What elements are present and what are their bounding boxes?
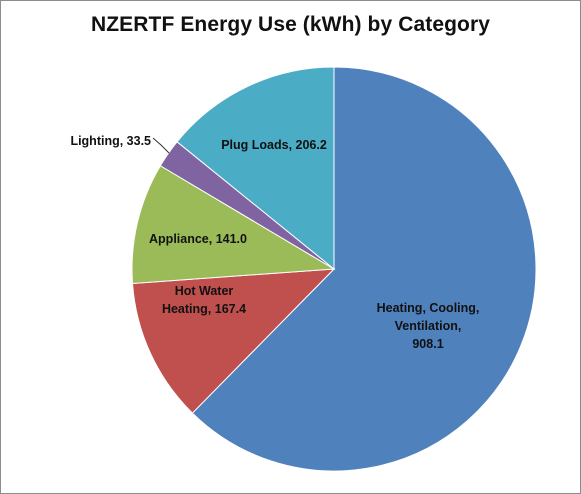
data-label-plug-loads: Plug Loads, 206.2 — [221, 138, 327, 152]
pie-slice-hot-water-heating — [131, 268, 336, 414]
pie-slice-appliance — [131, 165, 336, 285]
chart-title: NZERTF Energy Use (kWh) by Category — [90, 13, 491, 36]
data-label-hot-water-heating: Hot Water Heating, 167.4 — [162, 284, 246, 316]
data-label-heating-cooling-ventilation: Heating, Cooling, Ventilation, 908.1 — [377, 301, 480, 351]
pie-slice-heating-cooling-ventilation — [191, 66, 537, 472]
data-label-lighting: Lighting, 33.5 — [70, 134, 151, 148]
pie-slice-plug-loads — [176, 66, 335, 271]
data-label-appliance: Appliance, 141.0 — [149, 232, 247, 246]
leader-line — [152, 137, 170, 154]
